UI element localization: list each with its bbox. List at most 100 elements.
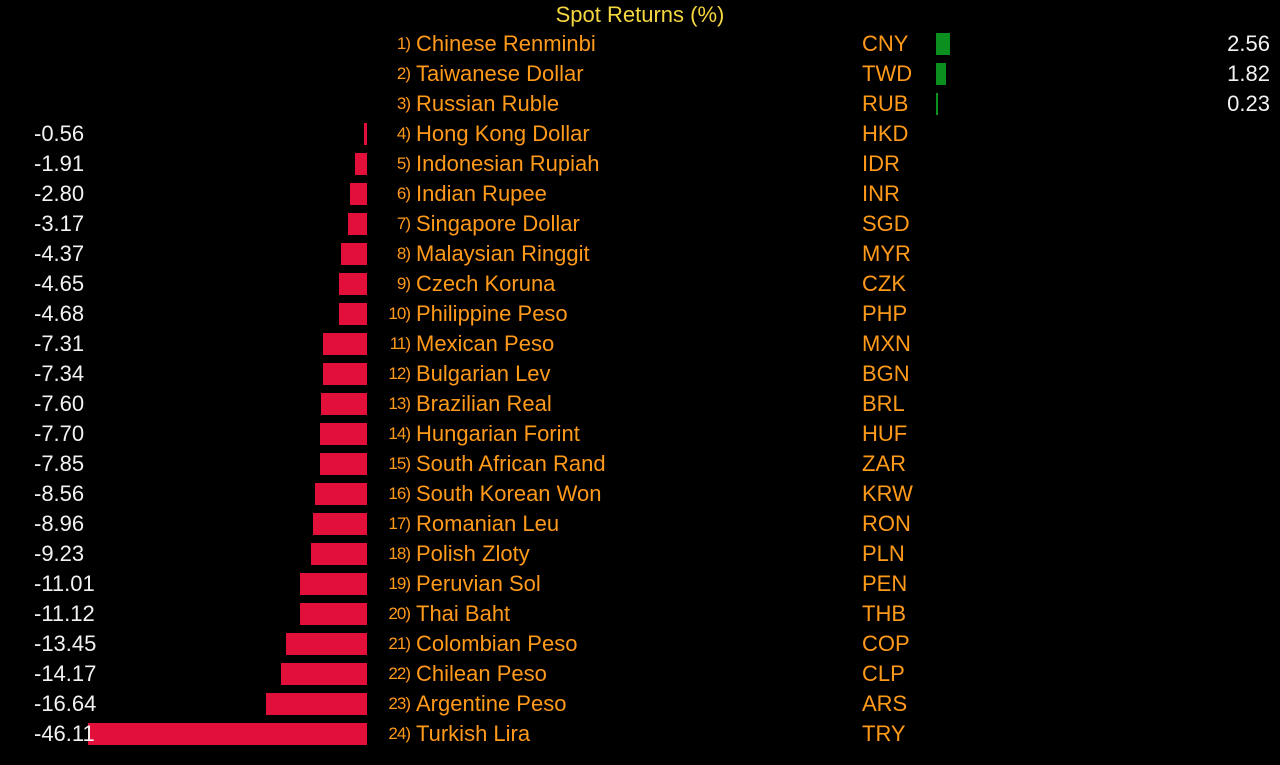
currency-code: PLN <box>862 541 905 566</box>
rank-label: 1) <box>396 34 411 53</box>
currency-name: Mexican Peso <box>416 331 555 356</box>
value-label: -13.45 <box>34 631 97 656</box>
value-label: -1.91 <box>34 151 85 176</box>
return-bar <box>312 513 367 535</box>
rank-label: 19) <box>388 574 411 593</box>
currency-code: RON <box>862 511 911 536</box>
currency-name: Thai Baht <box>416 601 511 626</box>
rank-label: 10) <box>388 304 411 323</box>
rank-label: 16) <box>388 484 411 503</box>
value-label: 0.23 <box>1227 91 1270 116</box>
currency-code: IDR <box>862 151 900 176</box>
value-label: -7.85 <box>34 451 85 476</box>
value-label: -4.65 <box>34 271 85 296</box>
currency-name: Brazilian Real <box>416 391 552 416</box>
rank-label: 12) <box>388 364 411 383</box>
currency-code: INR <box>862 181 900 206</box>
rank-label: 17) <box>388 514 411 533</box>
return-bar <box>338 303 367 325</box>
currency-code: COP <box>862 631 910 656</box>
return-bar <box>321 393 367 415</box>
return-bar <box>936 63 946 85</box>
value-label: -4.37 <box>34 241 85 266</box>
currency-row: -1.91 5) Indonesian Rupiah IDR <box>0 149 1280 179</box>
currency-name: Philippine Peso <box>416 301 568 326</box>
currency-row: 0.23 3) Russian Ruble RUB <box>0 89 1280 119</box>
return-bar <box>363 123 367 145</box>
currency-code: TRY <box>862 721 906 746</box>
value-label: -7.34 <box>34 361 85 386</box>
return-bar <box>300 573 367 595</box>
currency-name: Bulgarian Lev <box>416 361 551 386</box>
currency-code: THB <box>862 601 906 626</box>
currency-row: -4.37 8) Malaysian Ringgit MYR <box>0 239 1280 269</box>
rank-label: 13) <box>388 394 411 413</box>
currency-name: Romanian Leu <box>416 511 560 536</box>
currency-code: MYR <box>862 241 911 266</box>
value-label: -9.23 <box>34 541 85 566</box>
return-bar <box>319 453 367 475</box>
currency-row: -4.68 10) Philippine Peso PHP <box>0 299 1280 329</box>
rank-label: 4) <box>396 124 411 143</box>
rank-label: 9) <box>396 274 411 293</box>
currency-code: KRW <box>862 481 913 506</box>
rank-label: 21) <box>388 634 411 653</box>
value-label: -16.64 <box>34 691 97 716</box>
currency-code: BGN <box>862 361 910 386</box>
currency-name: Czech Koruna <box>416 271 556 296</box>
rank-label: 3) <box>396 94 411 113</box>
chart-title: Spot Returns (%) <box>555 2 725 27</box>
currency-row: -7.70 14) Hungarian Forint HUF <box>0 419 1280 449</box>
value-label: -2.80 <box>34 181 85 206</box>
return-bar <box>311 543 367 565</box>
currency-name: Indonesian Rupiah <box>416 151 600 176</box>
currency-row: -11.01 19) Peruvian Sol PEN <box>0 569 1280 599</box>
currency-name: Peruvian Sol <box>416 571 541 596</box>
rank-label: 14) <box>388 424 411 443</box>
currency-code: ARS <box>862 691 908 716</box>
currency-code: PEN <box>862 571 908 596</box>
currency-row: -11.12 20) Thai Baht THB <box>0 599 1280 629</box>
currency-code: HUF <box>862 421 908 446</box>
rank-label: 15) <box>388 454 411 473</box>
currency-name: Taiwanese Dollar <box>416 61 584 86</box>
currency-name: Argentine Peso <box>416 691 567 716</box>
return-bar <box>340 243 367 265</box>
currency-row: -0.56 4) Hong Kong Dollar HKD <box>0 119 1280 149</box>
value-label: -3.17 <box>34 211 85 236</box>
currency-name: Chinese Renminbi <box>416 31 596 56</box>
rank-label: 23) <box>388 694 411 713</box>
currency-name: South Korean Won <box>416 481 602 506</box>
currency-name: Chilean Peso <box>416 661 547 686</box>
currency-row: -4.65 9) Czech Koruna CZK <box>0 269 1280 299</box>
currency-row: 2.56 1) Chinese Renminbi CNY <box>0 29 1280 59</box>
rank-label: 5) <box>396 154 411 173</box>
rank-label: 6) <box>396 184 411 203</box>
currency-name: Indian Rupee <box>416 181 547 206</box>
rank-label: 8) <box>396 244 411 263</box>
value-label: 1.82 <box>1227 61 1270 86</box>
value-label: -7.70 <box>34 421 85 446</box>
value-label: -11.12 <box>34 601 95 626</box>
return-bar <box>299 603 367 625</box>
currency-name: Hungarian Forint <box>416 421 580 446</box>
value-label: -0.56 <box>34 121 85 146</box>
value-label: -14.17 <box>34 661 97 686</box>
return-bar <box>936 33 951 55</box>
currency-code: SGD <box>862 211 910 236</box>
value-label: -8.96 <box>34 511 85 536</box>
currency-row: -8.56 16) South Korean Won KRW <box>0 479 1280 509</box>
value-label: -7.31 <box>34 331 85 356</box>
currency-name: Polish Zloty <box>416 541 530 566</box>
return-bar <box>266 693 367 715</box>
currency-name: South African Rand <box>416 451 606 476</box>
currency-name: Malaysian Ringgit <box>416 241 590 266</box>
currency-row: -46.11 24) Turkish Lira TRY <box>0 719 1280 749</box>
return-bar <box>350 183 367 205</box>
return-bar <box>936 93 938 115</box>
currency-code: TWD <box>862 61 913 86</box>
rank-label: 11) <box>389 334 411 353</box>
currency-row: -7.34 12) Bulgarian Lev BGN <box>0 359 1280 389</box>
currency-code: RUB <box>862 91 909 116</box>
